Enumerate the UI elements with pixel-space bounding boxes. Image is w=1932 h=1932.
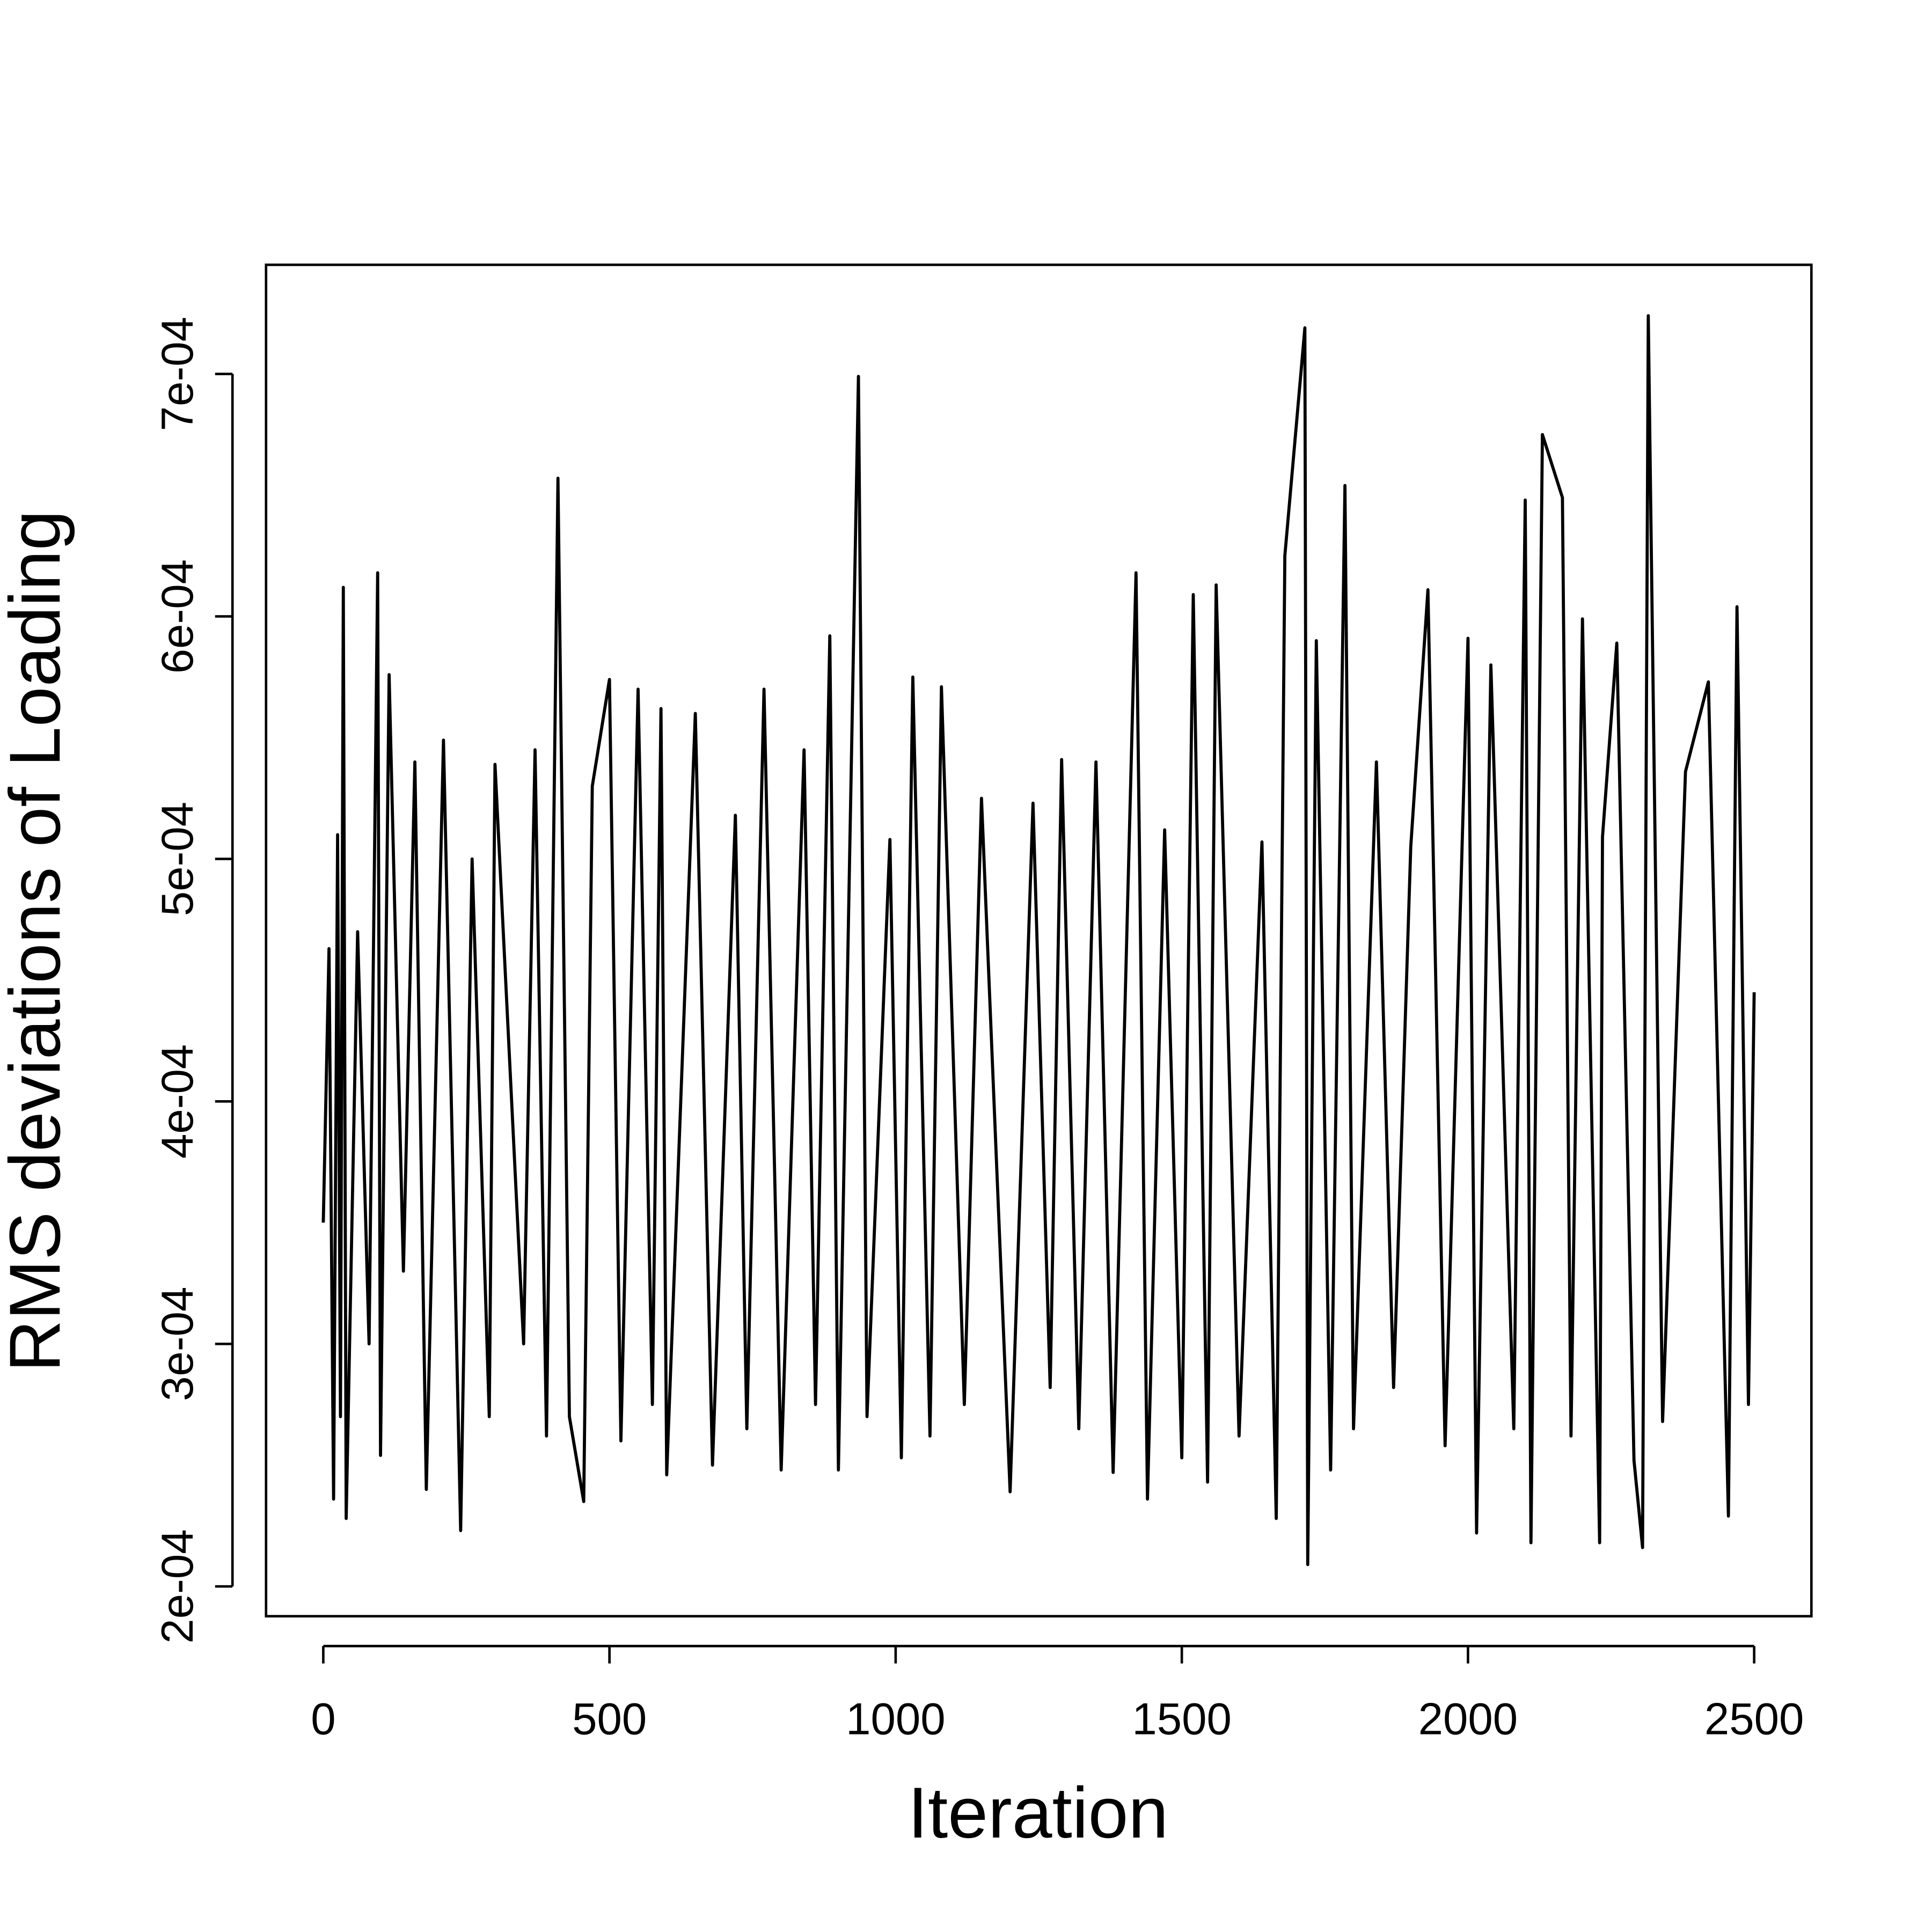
x-tick-label: 500 bbox=[572, 1694, 647, 1744]
x-tick-label: 1000 bbox=[846, 1694, 945, 1744]
y-tick-label: 3e-04 bbox=[152, 1287, 202, 1401]
x-tick-label: 0 bbox=[311, 1694, 335, 1744]
x-tick-label: 2500 bbox=[1704, 1694, 1804, 1744]
y-tick-label: 7e-04 bbox=[152, 317, 202, 431]
y-axis-title: RMS deviations of Loading bbox=[0, 510, 75, 1372]
y-tick-label: 2e-04 bbox=[152, 1529, 202, 1643]
plot-frame bbox=[265, 264, 1813, 1618]
y-tick-label: 5e-04 bbox=[152, 802, 202, 916]
data-line bbox=[321, 314, 1756, 1567]
x-axis-title: Iteration bbox=[908, 1773, 1168, 1853]
x-tick-label: 1500 bbox=[1132, 1694, 1231, 1744]
y-tick-label: 4e-04 bbox=[152, 1044, 202, 1159]
y-tick-label: 6e-04 bbox=[152, 559, 202, 674]
x-tick-label: 2000 bbox=[1418, 1694, 1518, 1744]
